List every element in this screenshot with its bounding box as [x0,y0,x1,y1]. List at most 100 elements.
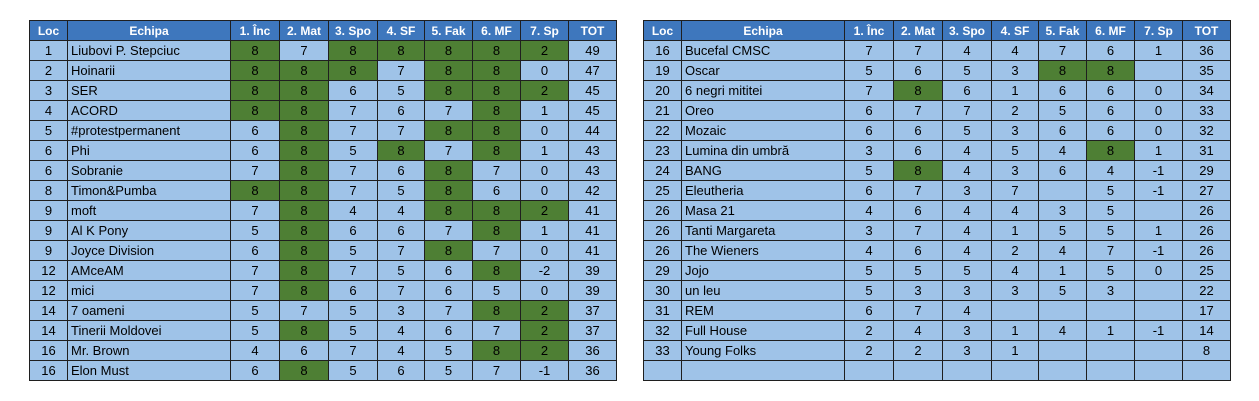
score-cell: 6 [1038,120,1087,141]
score-cell: 2 [520,300,569,321]
total-cell: 29 [1182,160,1231,181]
score-cell [1134,300,1183,321]
score-cell: 2 [520,40,569,61]
total-cell: 43 [568,160,617,181]
total-cell: 41 [568,220,617,241]
column-header: Loc [643,20,682,41]
score-cell: 4 [328,200,378,221]
score-cell: 3 [942,280,992,301]
score-cell: 3 [1086,280,1135,301]
score-cell: 1 [991,340,1039,361]
rank-cell: 26 [643,240,682,261]
standings-table-left: Loc Echipa 1. Înc 2. Mat 3. Spo 4. SF 5. Fak 6.… [29,20,617,381]
score-cell: 8 [279,280,329,301]
rank-cell: 32 [643,320,682,341]
score-cell: 8 [230,80,280,101]
table-row: 29 Jojo 5 5 5 4 1 5 0 25 [643,260,1231,281]
rank-cell: 19 [643,60,682,81]
score-cell: 7 [230,200,280,221]
score-cell: 5 [844,260,894,281]
score-cell: 5 [328,360,378,381]
score-cell: 0 [1134,120,1183,141]
rank-cell: 30 [643,280,682,301]
team-name-cell: Tinerii Moldovei [67,320,231,341]
total-cell: 36 [1182,40,1231,61]
score-cell: 3 [942,340,992,361]
table-row: 9 moft 7 8 4 4 8 8 2 41 [29,200,617,221]
column-header: Echipa [681,20,845,41]
table-row: 19 Oscar 5 6 5 3 8 8 35 [643,60,1231,81]
column-header: 3. Spo [942,20,992,41]
score-cell: 7 [424,220,473,241]
rank-cell: 26 [643,220,682,241]
score-cell: -1 [1134,180,1183,201]
team-name-cell: Jojo [681,260,845,281]
team-name-cell: Eleutheria [681,180,845,201]
score-cell: 5 [377,80,425,101]
rank-cell: 16 [29,360,68,381]
score-cell: 4 [942,240,992,261]
score-cell: 8 [279,200,329,221]
score-cell: 5 [328,320,378,341]
score-cell: 8 [279,100,329,121]
column-header: 5. Fak [1038,20,1087,41]
score-cell: 0 [520,160,569,181]
score-cell [991,300,1039,321]
rank-cell: 3 [29,80,68,101]
rank-cell: 9 [29,220,68,241]
score-cell: 4 [1038,140,1087,161]
team-name-cell: REM [681,300,845,321]
score-cell: 5 [1086,180,1135,201]
score-cell: 8 [279,220,329,241]
score-cell: 3 [942,180,992,201]
score-cell: 4 [893,320,943,341]
score-cell: 5 [844,280,894,301]
team-name-cell: Liubovi P. Stepciuc [67,40,231,61]
score-cell: 7 [844,40,894,61]
team-name-cell: Sobranie [67,160,231,181]
score-cell: 8 [230,60,280,81]
table-row: 6 Sobranie 7 8 7 6 8 7 0 43 [29,160,617,181]
total-cell: 33 [1182,100,1231,121]
score-cell [844,360,894,381]
score-cell: 5 [377,180,425,201]
column-header: 5. Fak [424,20,473,41]
table-row: 20 6 negri mititei 7 8 6 1 6 6 0 34 [643,80,1231,101]
score-cell [1134,340,1183,361]
score-cell: 8 [424,180,473,201]
score-cell: 7 [1086,240,1135,261]
header-row: Loc Echipa 1. Înc 2. Mat 3. Spo 4. SF 5. Fak 6.… [643,20,1231,41]
score-cell: 7 [279,300,329,321]
score-cell: 7 [472,360,521,381]
total-cell: 26 [1182,220,1231,241]
score-cell: 8 [472,80,521,101]
total-cell: 25 [1182,260,1231,281]
score-cell: 7 [893,40,943,61]
score-cell: 7 [1038,40,1087,61]
score-cell: 8 [279,140,329,161]
score-cell: 8 [377,40,425,61]
rank-cell: 20 [643,80,682,101]
score-cell: 6 [1038,160,1087,181]
score-cell: 4 [942,300,992,321]
team-name-cell: Mr. Brown [67,340,231,361]
score-cell: 2 [991,100,1039,121]
score-cell: 2 [520,340,569,361]
score-cell: 6 [279,340,329,361]
score-cell: 8 [230,180,280,201]
score-cell: 2 [844,340,894,361]
total-cell: 41 [568,240,617,261]
score-cell: 5 [472,280,521,301]
score-cell: 8 [472,100,521,121]
score-cell: 1 [1038,260,1087,281]
score-cell [1086,300,1135,321]
column-header: 2. Mat [279,20,329,41]
column-header: Loc [29,20,68,41]
score-cell: 6 [328,220,378,241]
score-cell: 5 [942,120,992,141]
score-cell [1038,360,1087,381]
score-cell: 7 [230,280,280,301]
score-cell: 6 [893,140,943,161]
score-cell: 3 [991,60,1039,81]
score-cell: 2 [893,340,943,361]
